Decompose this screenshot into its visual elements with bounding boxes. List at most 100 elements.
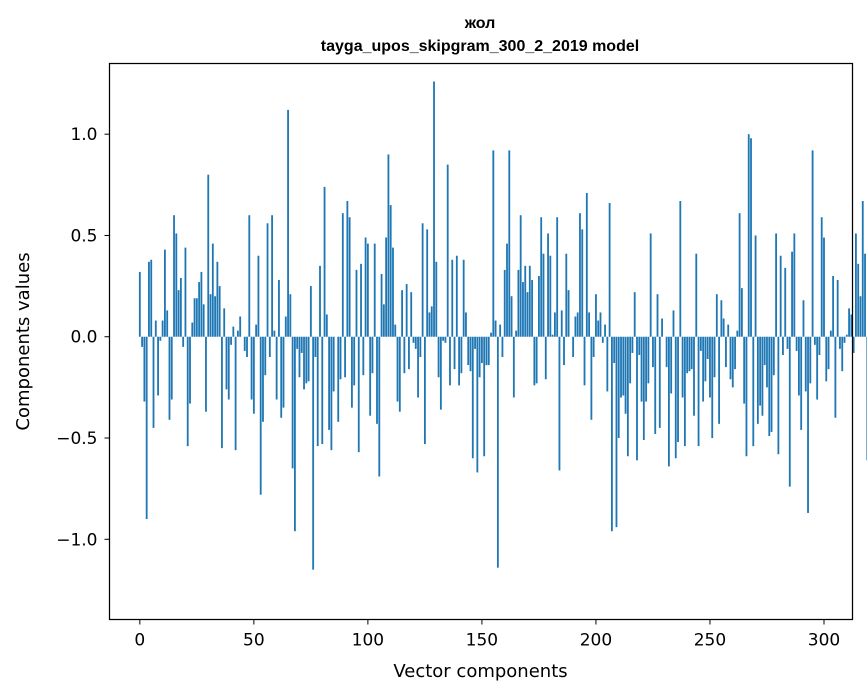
bar-170 bbox=[526, 292, 529, 337]
bar-4 bbox=[148, 261, 150, 337]
bar-316 bbox=[859, 296, 862, 337]
bar-140 bbox=[458, 336, 461, 386]
bar-234 bbox=[672, 310, 675, 337]
bar-167 bbox=[519, 215, 522, 337]
bar-233 bbox=[670, 336, 673, 394]
bar-125 bbox=[423, 336, 426, 445]
plot-area-frame bbox=[108, 62, 854, 621]
bar-17 bbox=[177, 290, 180, 337]
bar-6 bbox=[152, 336, 155, 428]
bar-34 bbox=[216, 261, 219, 337]
bar-171 bbox=[528, 265, 531, 337]
bar-23 bbox=[191, 322, 194, 337]
bar-201 bbox=[597, 320, 600, 337]
bar-274 bbox=[763, 336, 766, 366]
bar-232 bbox=[668, 336, 670, 467]
bar-308 bbox=[841, 336, 844, 372]
bar-36 bbox=[221, 336, 223, 449]
bar-43 bbox=[236, 330, 239, 337]
bar-214 bbox=[626, 336, 629, 457]
bar-157 bbox=[496, 336, 499, 568]
bar-74 bbox=[307, 336, 310, 382]
bar-67 bbox=[291, 336, 294, 469]
bar-266 bbox=[745, 336, 748, 457]
bar-104 bbox=[376, 336, 378, 424]
bar-263 bbox=[738, 213, 741, 337]
bar-310 bbox=[845, 334, 848, 337]
bar-146 bbox=[471, 336, 474, 459]
bar-252 bbox=[713, 336, 716, 378]
bar-253 bbox=[715, 294, 718, 337]
bar-300 bbox=[823, 237, 825, 337]
bar-292 bbox=[804, 336, 807, 392]
bar-264 bbox=[740, 288, 743, 337]
bar-312 bbox=[850, 314, 853, 337]
bar-138 bbox=[453, 336, 456, 370]
bar-72 bbox=[303, 336, 305, 390]
bar-217 bbox=[633, 292, 636, 337]
bar-84 bbox=[330, 336, 333, 451]
bar-64 bbox=[284, 316, 287, 337]
bar-244 bbox=[695, 253, 698, 337]
bar-175 bbox=[538, 275, 540, 337]
bar-246 bbox=[699, 336, 702, 351]
bar-309 bbox=[843, 336, 846, 343]
bar-258 bbox=[727, 324, 730, 337]
bar-268 bbox=[750, 138, 752, 337]
x-tick-label: 50 bbox=[243, 631, 265, 651]
bar-154 bbox=[490, 332, 492, 337]
bar-44 bbox=[239, 316, 242, 337]
bar-75 bbox=[309, 286, 312, 337]
bar-89 bbox=[341, 213, 344, 337]
x-tick-label: 200 bbox=[580, 631, 612, 651]
bar-130 bbox=[435, 261, 438, 337]
bar-35 bbox=[218, 286, 221, 337]
bar-305 bbox=[834, 336, 837, 418]
bar-60 bbox=[275, 336, 278, 400]
y-tick-label: 0.5 bbox=[70, 226, 97, 246]
bar-278 bbox=[772, 336, 775, 376]
bar-126 bbox=[426, 229, 429, 337]
bar-106 bbox=[380, 273, 383, 337]
bar-24 bbox=[193, 298, 196, 337]
bar-304 bbox=[832, 275, 835, 337]
bar-90 bbox=[344, 336, 346, 378]
bar-318 bbox=[864, 253, 866, 337]
bar-98 bbox=[362, 336, 365, 376]
bar-231 bbox=[665, 336, 668, 368]
bar-250 bbox=[709, 336, 711, 398]
bar-13 bbox=[168, 336, 171, 420]
bar-275 bbox=[766, 336, 768, 388]
bar-145 bbox=[469, 336, 472, 372]
bar-222 bbox=[645, 336, 648, 402]
bar-63 bbox=[282, 336, 285, 408]
bar-14 bbox=[170, 336, 173, 400]
bar-185 bbox=[560, 310, 563, 337]
bar-293 bbox=[807, 336, 809, 513]
bar-280 bbox=[777, 336, 780, 455]
bar-10 bbox=[161, 320, 164, 337]
bar-42 bbox=[234, 336, 237, 451]
bar-53 bbox=[259, 336, 262, 495]
bar-186 bbox=[563, 336, 565, 366]
bar-251 bbox=[711, 336, 714, 439]
bar-228 bbox=[658, 336, 661, 428]
bar-70 bbox=[298, 336, 301, 378]
bar-29 bbox=[205, 336, 207, 412]
y-tick-label: −1.0 bbox=[56, 530, 97, 550]
bar-132 bbox=[439, 336, 442, 410]
bar-302 bbox=[827, 336, 830, 370]
bar-211 bbox=[620, 336, 622, 398]
bar-128 bbox=[430, 306, 433, 337]
bar-221 bbox=[642, 336, 645, 441]
bar-286 bbox=[791, 251, 793, 337]
bar-182 bbox=[553, 312, 556, 337]
bar-79 bbox=[319, 265, 321, 337]
bar-289 bbox=[798, 336, 800, 396]
bar-20 bbox=[184, 247, 187, 337]
bar-156 bbox=[494, 320, 497, 337]
bar-54 bbox=[262, 336, 264, 422]
bar-49 bbox=[250, 336, 253, 400]
bar-38 bbox=[225, 336, 228, 390]
bar-196 bbox=[585, 192, 588, 337]
